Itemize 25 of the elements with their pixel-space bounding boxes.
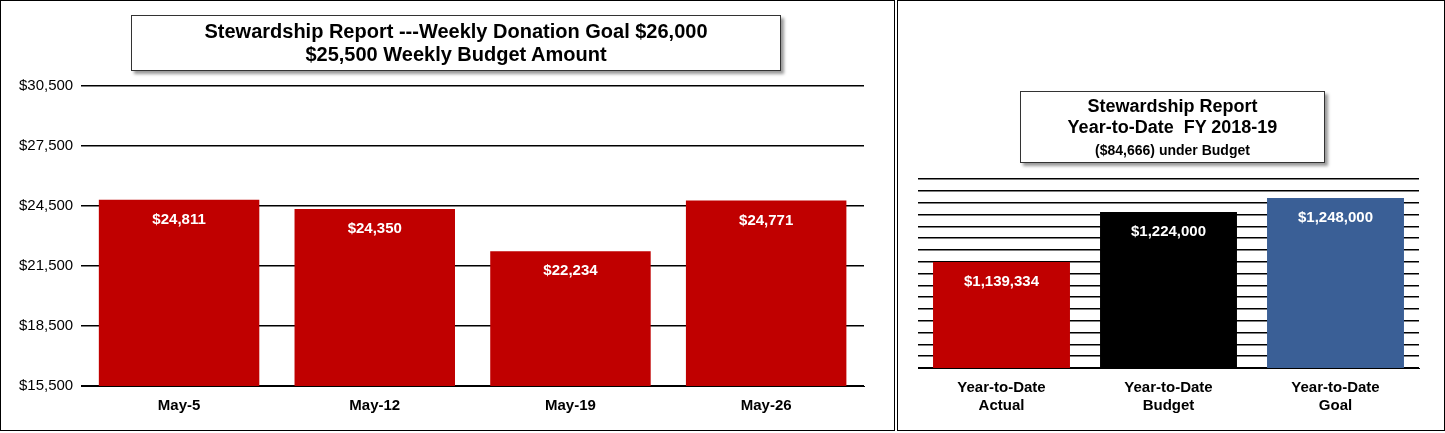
chart-subtitle: Year-to-Date FY 2018-19 — [1066, 117, 1279, 138]
chart-title: Stewardship Report — [1086, 96, 1259, 117]
y-tick-label: $18,500 — [18, 316, 74, 334]
data-label: $1,248,000 — [1297, 208, 1374, 226]
data-label: $24,350 — [347, 219, 402, 237]
x-tick-label: Year-to-Date Actual — [957, 378, 1046, 414]
data-label: $24,811 — [152, 209, 206, 227]
x-tick-label: May-5 — [157, 396, 201, 414]
x-tick-label: May-12 — [349, 396, 401, 414]
data-label: $24,771 — [739, 210, 794, 228]
data-label: $22,234 — [543, 261, 599, 279]
y-tick-label: $27,500 — [18, 136, 74, 154]
data-label: $1,139,334 — [963, 272, 1040, 290]
y-tick-label: $24,500 — [18, 196, 74, 214]
data-label: $1,224,000 — [1130, 222, 1207, 240]
y-tick-label: $21,500 — [18, 256, 74, 274]
x-tick-label: May-19 — [545, 396, 596, 414]
y-tick-label: $15,500 — [18, 376, 74, 394]
text: ($84,666) under Budget — [1094, 142, 1251, 158]
x-tick-label: Year-to-Date Budget — [1124, 378, 1213, 414]
chart-title: Stewardship Report ---Weekly Donation Goal $26,000 — [203, 20, 709, 43]
x-tick-label: May-26 — [740, 396, 792, 414]
chart-subtitle: $25,500 Weekly Budget Amount — [304, 43, 608, 66]
y-tick-label: $30,500 — [18, 76, 74, 94]
x-tick-label: Year-to-Date Goal — [1291, 378, 1380, 414]
